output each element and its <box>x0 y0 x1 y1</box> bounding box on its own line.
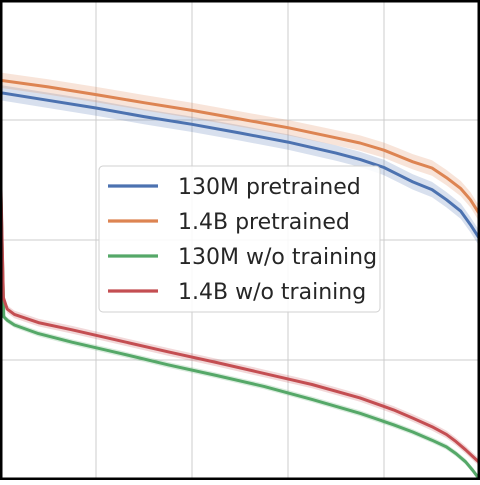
legend-label-4: 1.4B w/o training <box>178 280 366 305</box>
legend-label-1: 130M pretrained <box>178 175 361 200</box>
legend: 130M pretrained 1.4B pretrained 130M w/o t… <box>99 166 380 312</box>
legend-label-2: 1.4B pretrained <box>178 210 350 235</box>
legend-label-3: 130M w/o training <box>178 245 377 270</box>
